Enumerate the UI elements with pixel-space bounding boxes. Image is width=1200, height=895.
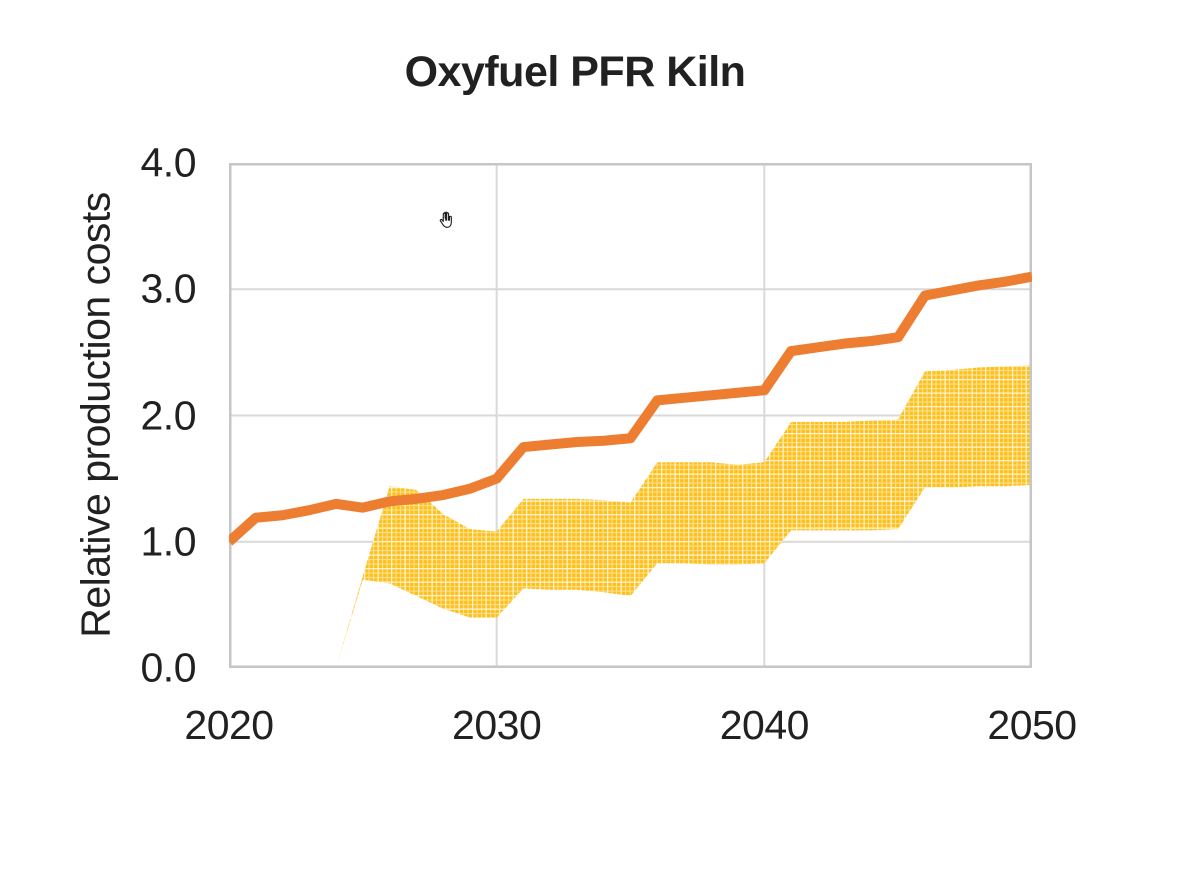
y-axis-title: Relative production costs	[72, 192, 119, 638]
legend: NG, oxyfuel, CCS NG, conventional	[0, 790, 1200, 860]
oxyfuel-ccs-band	[336, 365, 1032, 668]
y-tick-label: 3.0	[140, 265, 197, 312]
y-tick-label: 1.0	[140, 518, 197, 565]
conventional-line	[229, 271, 1032, 546]
y-tick-label: 4.0	[140, 139, 197, 186]
x-tick-label: 2030	[452, 702, 542, 748]
conventional-line-path	[229, 271, 1032, 546]
open-hand-cursor-icon	[439, 211, 452, 228]
y-tick-label: 0.0	[140, 644, 197, 691]
plot-area[interactable]	[229, 163, 1032, 668]
x-tick-label: 2020	[184, 702, 274, 748]
x-tick-label: 2050	[987, 702, 1077, 748]
oxyfuel-ccs-band-area	[336, 365, 1032, 668]
chart-title: Oxyfuel PFR Kiln	[404, 48, 746, 96]
plot-border	[229, 163, 1032, 668]
y-tick-label: 2.0	[140, 392, 197, 438]
x-tick-label: 2040	[719, 702, 810, 748]
